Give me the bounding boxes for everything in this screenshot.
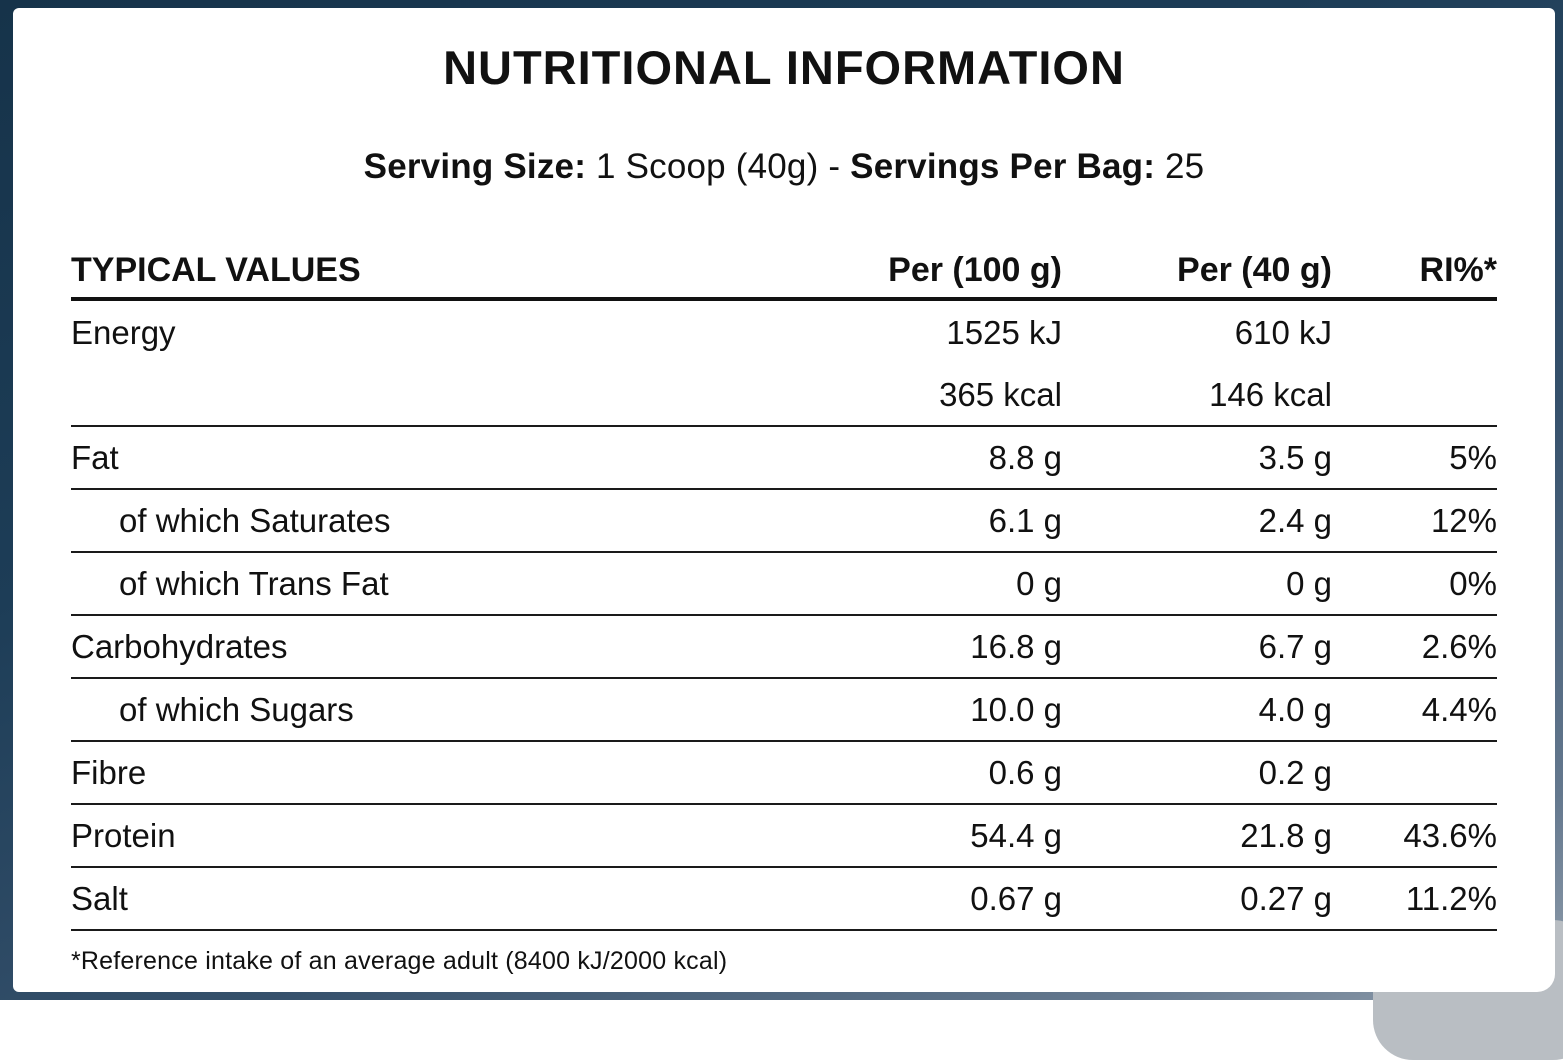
table-row: of which Sugars 10.0 g 4.0 g 4.4%: [71, 679, 1497, 742]
header-per-40g: Per (40 g): [1177, 250, 1332, 289]
row-nutrient-label: Energy: [71, 313, 176, 351]
row-value-per-40g: 0.27 g: [1240, 879, 1332, 917]
row-value-per-100g: 1525 kJ: [946, 313, 1062, 351]
header-typical-values: TYPICAL VALUES: [71, 250, 361, 289]
table-row: of which Saturates 6.1 g 2.4 g 12%: [71, 490, 1497, 553]
row-value-per-100g: 10.0 g: [970, 690, 1062, 728]
row-nutrient-label: Carbohydrates: [71, 627, 288, 665]
header-per-100g: Per (100 g): [888, 250, 1062, 289]
reference-intake-footnote: *Reference intake of an average adult (8…: [71, 947, 728, 975]
row-value-ri: 0%: [1449, 564, 1497, 602]
row-value-per-100g: 54.4 g: [970, 816, 1062, 854]
row-value-per-100g: 365 kcal: [939, 375, 1062, 413]
row-nutrient-label: Fibre: [71, 753, 147, 791]
serving-size-label: Serving Size:: [363, 147, 587, 186]
nutrition-label-panel: NUTRITIONAL INFORMATION Serving Size: 1 …: [13, 8, 1555, 992]
serving-line: Serving Size: 1 Scoop (40g) - Servings P…: [71, 147, 1497, 187]
row-value-per-100g: 16.8 g: [970, 627, 1062, 665]
row-nutrient-label: Fat: [71, 438, 119, 476]
serving-size-value: 1 Scoop (40g) -: [586, 147, 851, 186]
row-value-ri: 2.6%: [1421, 627, 1497, 665]
table-row: Fat 8.8 g 3.5 g 5%: [71, 427, 1497, 490]
servings-per-bag-value: 25: [1155, 147, 1205, 186]
row-value-per-40g: 0 g: [1286, 564, 1332, 602]
nutrition-title: NUTRITIONAL INFORMATION: [443, 41, 1125, 94]
row-value-per-40g: 0.2 g: [1258, 753, 1332, 791]
row-value-ri: 12%: [1430, 501, 1497, 539]
row-value-per-100g: 0 g: [1016, 564, 1062, 602]
row-value-per-40g: 2.4 g: [1258, 501, 1332, 539]
row-value-ri: 5%: [1449, 438, 1497, 476]
row-value-per-40g: 610 kJ: [1234, 313, 1332, 351]
row-nutrient-label: of which Saturates: [119, 501, 391, 539]
row-nutrient-label: Protein: [71, 816, 176, 854]
row-value-per-100g: 0.6 g: [988, 753, 1062, 791]
table-row: Protein 54.4 g 21.8 g 43.6%: [71, 805, 1497, 868]
row-value-ri: 43.6%: [1403, 816, 1497, 854]
row-value-per-40g: 4.0 g: [1258, 690, 1332, 728]
row-value-ri: 4.4%: [1421, 690, 1497, 728]
table-row: of which Trans Fat 0 g 0 g 0%: [71, 553, 1497, 616]
servings-per-bag-label: Servings Per Bag:: [850, 147, 1156, 186]
row-value-per-100g: 6.1 g: [988, 501, 1062, 539]
row-nutrient-label: of which Trans Fat: [119, 564, 389, 602]
row-value-per-100g: 8.8 g: [988, 438, 1062, 476]
row-value-per-40g: 146 kcal: [1209, 375, 1332, 413]
table-row: 365 kcal 146 kcal: [71, 364, 1497, 427]
table-row: Fibre 0.6 g 0.2 g: [71, 742, 1497, 805]
row-nutrient-label: Salt: [71, 879, 128, 917]
row-value-per-100g: 0.67 g: [970, 879, 1062, 917]
table-header-row: TYPICAL VALUES Per (100 g) Per (40 g) RI…: [71, 243, 1497, 301]
table-row: Salt 0.67 g 0.27 g 11.2%: [71, 868, 1497, 931]
table-row: Energy 1525 kJ 610 kJ: [71, 301, 1497, 364]
header-ri-percent: RI%*: [1419, 250, 1497, 289]
row-value-per-40g: 21.8 g: [1240, 816, 1332, 854]
nutrition-table: TYPICAL VALUES Per (100 g) Per (40 g) RI…: [71, 243, 1497, 931]
row-value-per-40g: 3.5 g: [1258, 438, 1332, 476]
row-value-ri: 11.2%: [1405, 879, 1497, 917]
table-row: Carbohydrates 16.8 g 6.7 g 2.6%: [71, 616, 1497, 679]
row-value-per-40g: 6.7 g: [1258, 627, 1332, 665]
table-body: Energy 1525 kJ 610 kJ 365 kcal 146 kcal …: [71, 301, 1497, 931]
row-nutrient-label: of which Sugars: [119, 690, 354, 728]
